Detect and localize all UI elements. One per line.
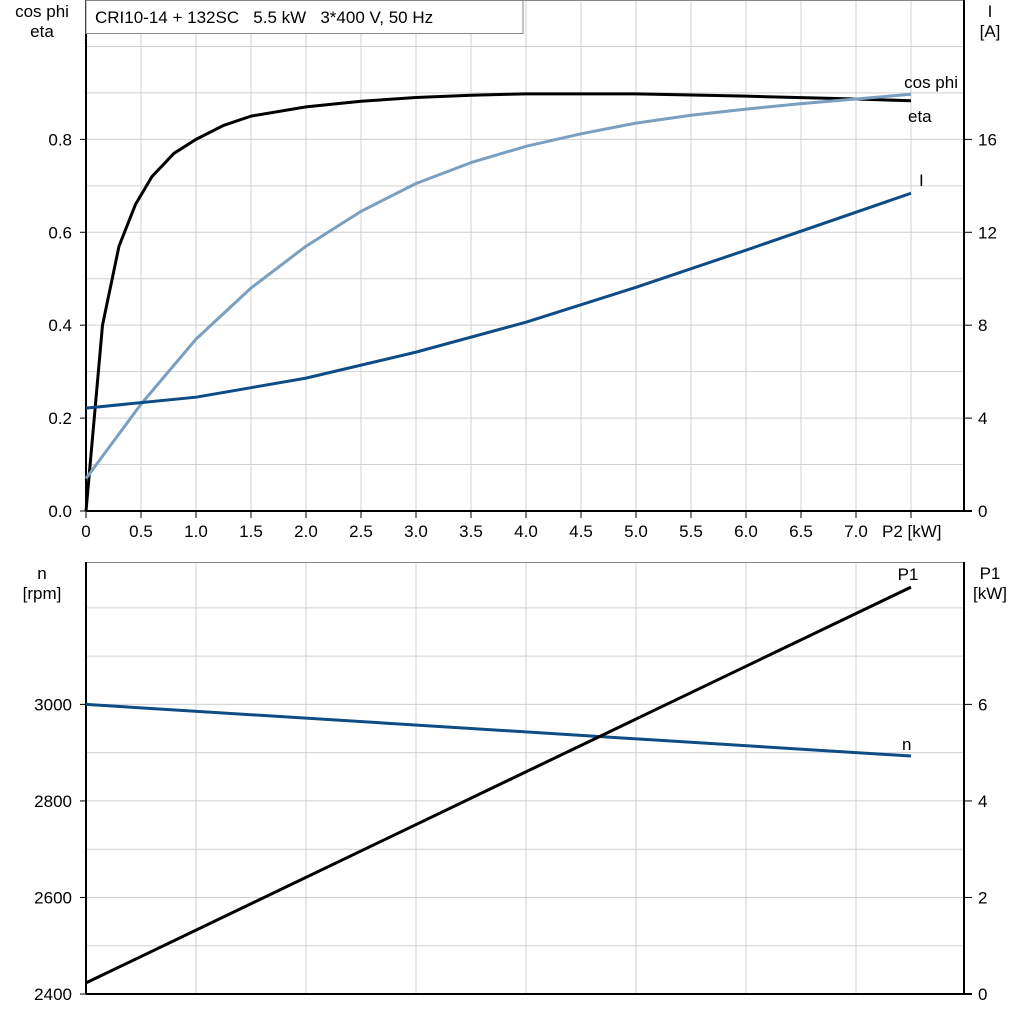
right-axis-label: P1 xyxy=(980,564,1001,583)
left-axis-label: n xyxy=(37,564,46,583)
right-axis-label: [kW] xyxy=(973,584,1007,603)
right-tick-label: 0 xyxy=(978,985,987,1004)
left-tick-label: 0.4 xyxy=(48,316,72,335)
x-tick-label: 1.0 xyxy=(184,522,208,541)
left-tick-label: 2600 xyxy=(34,888,72,907)
left-tick-label: 0.2 xyxy=(48,409,72,428)
right-tick-label: 0 xyxy=(978,502,987,521)
x-tick-label: 2.5 xyxy=(349,522,373,541)
x-tick-label: 4.5 xyxy=(569,522,593,541)
right-tick-label: 12 xyxy=(978,223,997,242)
series-label-n: n xyxy=(902,735,911,754)
series-label-cos-phi: cos phi xyxy=(904,73,958,92)
right-tick-label: 2 xyxy=(978,888,987,907)
right-tick-label: 4 xyxy=(978,409,987,428)
left-tick-label: 0.8 xyxy=(48,130,72,149)
x-tick-label: 5.5 xyxy=(679,522,703,541)
x-tick-label: 6.5 xyxy=(789,522,813,541)
x-tick-label: 2.0 xyxy=(294,522,318,541)
series-label-eta: eta xyxy=(908,107,932,126)
left-axis-label: cos phi xyxy=(15,2,69,21)
chart-title: CRI10-14 + 132SC 5.5 kW 3*400 V, 50 Hz xyxy=(95,8,433,27)
x-axis-label: P2 [kW] xyxy=(882,522,942,541)
left-tick-label: 2800 xyxy=(34,792,72,811)
right-tick-label: 8 xyxy=(978,316,987,335)
x-tick-label: 0 xyxy=(81,522,90,541)
series-I-line xyxy=(85,191,912,410)
plot-frame xyxy=(85,0,965,512)
series-label-I: I xyxy=(919,171,924,190)
series-n-line xyxy=(85,702,912,758)
x-tick-label: 6.0 xyxy=(734,522,758,541)
x-tick-label: 3.0 xyxy=(404,522,428,541)
right-axis-label: [A] xyxy=(980,22,1001,41)
x-tick-label: 7.0 xyxy=(844,522,868,541)
title-box xyxy=(85,0,524,34)
left-tick-label: 0.6 xyxy=(48,223,72,242)
x-tick-label: 0.5 xyxy=(129,522,153,541)
left-tick-label: 0.0 xyxy=(48,502,72,521)
series-cos-phi-line xyxy=(84,92,912,480)
x-tick-label: 3.5 xyxy=(459,522,483,541)
left-axis-label: [rpm] xyxy=(23,584,62,603)
left-axis-label: eta xyxy=(30,22,54,41)
left-tick-label: 2400 xyxy=(34,985,72,1004)
x-tick-label: 4.0 xyxy=(514,522,538,541)
right-tick-label: 6 xyxy=(978,695,987,714)
series-eta-line xyxy=(84,92,912,512)
right-tick-label: 4 xyxy=(978,792,987,811)
x-tick-label: 5.0 xyxy=(624,522,648,541)
series-label-P1: P1 xyxy=(898,565,919,584)
series-P1-line xyxy=(85,585,912,985)
x-tick-label: 1.5 xyxy=(239,522,263,541)
right-axis-label: I xyxy=(988,2,993,21)
left-tick-label: 3000 xyxy=(34,695,72,714)
right-tick-label: 16 xyxy=(978,130,997,149)
plot-frame xyxy=(85,562,965,995)
